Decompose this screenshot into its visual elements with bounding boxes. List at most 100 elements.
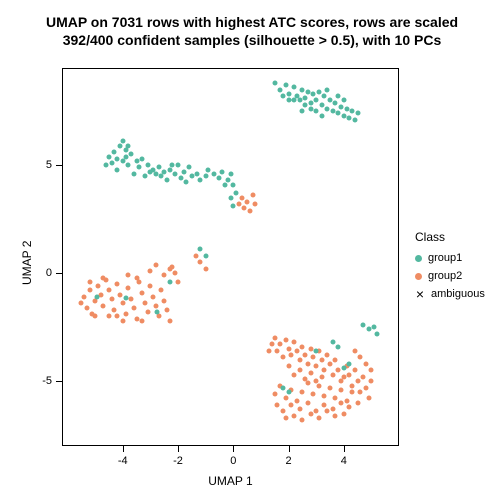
legend-item-group2: group2 <box>415 270 462 282</box>
data-point <box>112 150 117 155</box>
data-point <box>361 323 366 328</box>
x-tick-mark <box>233 446 234 452</box>
legend-swatch <box>415 255 422 262</box>
data-point <box>211 171 216 176</box>
data-point <box>292 372 297 377</box>
data-point <box>305 361 310 366</box>
data-point <box>338 379 343 384</box>
data-point <box>159 288 164 293</box>
data-point <box>123 154 128 159</box>
data-point <box>217 176 222 181</box>
x-tick-label: 4 <box>341 455 347 467</box>
data-point <box>286 98 291 103</box>
data-point <box>308 411 313 416</box>
title-line-2: 392/400 confident samples (silhouette > … <box>0 32 504 50</box>
x-tick-label: 0 <box>230 455 236 467</box>
data-point <box>131 171 136 176</box>
data-point <box>153 303 158 308</box>
data-point <box>336 111 341 116</box>
data-point <box>148 284 153 289</box>
data-point <box>280 409 285 414</box>
data-point <box>236 202 241 207</box>
data-point <box>369 379 374 384</box>
data-point <box>341 411 346 416</box>
data-point <box>363 385 368 390</box>
data-point <box>231 182 236 187</box>
data-point <box>134 316 139 321</box>
data-point <box>140 318 145 323</box>
data-point <box>162 299 167 304</box>
data-point <box>330 372 335 377</box>
data-point <box>178 176 183 181</box>
data-point <box>347 115 352 120</box>
data-point <box>305 381 310 386</box>
data-point <box>115 156 120 161</box>
data-point <box>292 98 297 103</box>
data-point <box>305 89 310 94</box>
data-point <box>269 342 274 347</box>
legend-label: ambiguous <box>431 288 485 300</box>
data-point <box>322 394 327 399</box>
data-point <box>87 288 92 293</box>
data-point <box>228 195 233 200</box>
data-point <box>294 348 299 353</box>
data-point <box>325 353 330 358</box>
data-point <box>283 415 288 420</box>
data-point <box>222 182 227 187</box>
data-point <box>292 413 297 418</box>
data-point <box>123 148 128 153</box>
data-point <box>319 357 324 362</box>
data-point <box>123 312 128 317</box>
data-point <box>137 165 142 170</box>
data-point <box>118 292 123 297</box>
data-point <box>278 87 283 92</box>
data-point <box>286 364 291 369</box>
data-point <box>242 206 247 211</box>
data-point <box>79 301 84 306</box>
x-tick-mark <box>178 446 179 452</box>
data-point <box>289 353 294 358</box>
data-point <box>126 273 131 278</box>
data-point <box>104 163 109 168</box>
data-point <box>87 279 92 284</box>
legend-title: Class <box>415 230 445 244</box>
data-point <box>93 299 98 304</box>
data-point <box>322 368 327 373</box>
data-point <box>289 402 294 407</box>
data-point <box>164 307 169 312</box>
data-point <box>311 392 316 397</box>
data-point <box>338 387 343 392</box>
data-point <box>300 344 305 349</box>
data-point <box>314 364 319 369</box>
data-point <box>173 171 178 176</box>
data-point <box>162 273 167 278</box>
data-point <box>203 266 208 271</box>
plot-area <box>62 68 399 446</box>
data-point <box>303 353 308 358</box>
data-point <box>311 91 316 96</box>
data-point <box>314 409 319 414</box>
data-point <box>327 98 332 103</box>
chart-root: { "type": "scatter", "title_lines": [ "U… <box>0 0 504 504</box>
data-point <box>366 396 371 401</box>
data-point <box>203 253 208 258</box>
legend-swatch <box>415 273 422 280</box>
data-point <box>198 178 203 183</box>
data-point <box>134 158 139 163</box>
data-point <box>297 357 302 362</box>
data-point <box>151 294 156 299</box>
data-point <box>203 174 208 179</box>
data-point <box>308 346 313 351</box>
data-point <box>115 314 120 319</box>
data-point <box>245 199 250 204</box>
data-point <box>355 400 360 405</box>
data-point <box>327 385 332 390</box>
data-point <box>145 163 150 168</box>
data-point <box>316 89 321 94</box>
data-point <box>300 418 305 423</box>
data-point <box>181 169 186 174</box>
data-point <box>333 396 338 401</box>
data-point <box>106 288 111 293</box>
data-point <box>267 348 272 353</box>
data-point <box>303 102 308 107</box>
